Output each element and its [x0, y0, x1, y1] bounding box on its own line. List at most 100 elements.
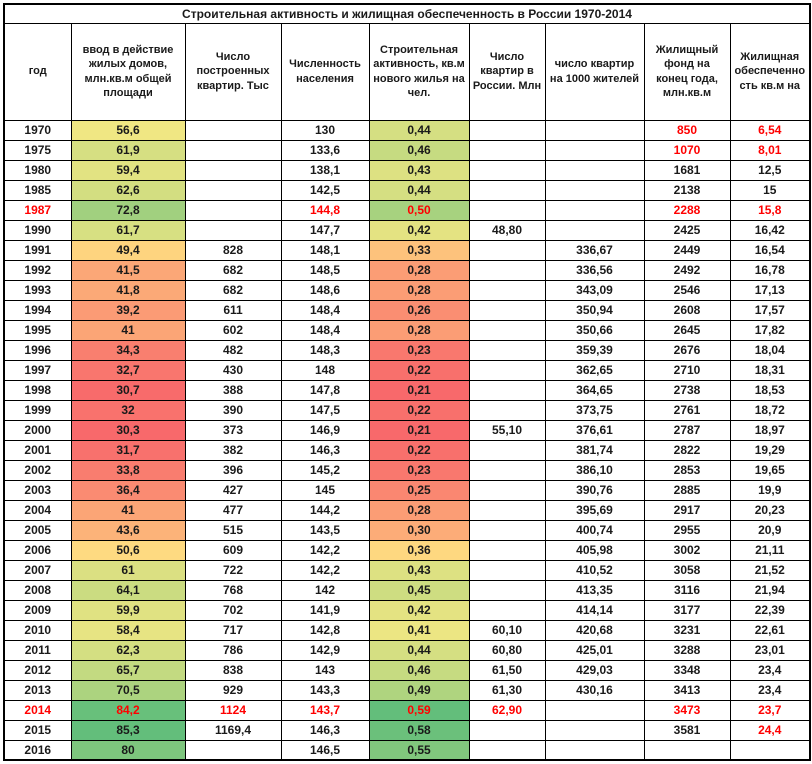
header-row: год ввод в действие жилых домов, млн.кв.м… — [3, 22, 811, 121]
year-cell: 2005 — [3, 519, 72, 541]
year-cell: 2008 — [3, 579, 72, 601]
data-cell: 39,2 — [70, 299, 186, 321]
data-cell: 43,6 — [70, 519, 186, 541]
data-cell: 16,54 — [729, 239, 811, 261]
year-cell: 1975 — [3, 139, 72, 161]
data-cell: 390 — [184, 399, 282, 421]
data-cell: 18,04 — [729, 339, 811, 361]
table-body: 1970 56,6 130 0,44 850 6,54 1975 61,9 133,6 0,46 1… — [3, 119, 811, 761]
data-cell: 2885 — [643, 479, 731, 501]
data-cell — [544, 739, 645, 761]
data-cell — [468, 399, 546, 421]
data-cell: 142,2 — [280, 539, 370, 561]
data-cell: 30,7 — [70, 379, 186, 401]
data-cell: 143 — [280, 659, 370, 681]
data-cell: 425,01 — [544, 639, 645, 661]
data-cell: 146,5 — [280, 739, 370, 761]
data-cell — [184, 179, 282, 201]
data-cell: 15 — [729, 179, 811, 201]
data-cell: 41,8 — [70, 279, 186, 301]
data-cell: 130 — [280, 119, 370, 141]
table-row: 1991 49,4 828 148,1 0,33 336,67 2449 16,54 — [3, 239, 811, 261]
data-cell: 142,2 — [280, 559, 370, 581]
data-cell: 32 — [70, 399, 186, 421]
data-cell — [468, 559, 546, 581]
data-cell: 3348 — [643, 659, 731, 681]
table-row: 2000 30,3 373 146,9 0,21 55,10 376,61 2787 18,97 — [3, 419, 811, 441]
data-cell: 61,50 — [468, 659, 546, 681]
data-cell: 59,9 — [70, 599, 186, 621]
year-cell: 1993 — [3, 279, 72, 301]
table-row: 1997 32,7 430 148 0,22 362,65 2710 18,31 — [3, 359, 811, 381]
data-cell: 400,74 — [544, 519, 645, 541]
data-cell — [468, 259, 546, 281]
data-cell: 16,78 — [729, 259, 811, 281]
data-cell: 61,9 — [70, 139, 186, 161]
table-row: 1998 30,7 388 147,8 0,21 364,65 2738 18,53 — [3, 379, 811, 401]
data-cell: 145,2 — [280, 459, 370, 481]
data-cell: 396 — [184, 459, 282, 481]
title-row: Строительная активность и жилищная обесп… — [3, 3, 811, 24]
data-cell: 336,67 — [544, 239, 645, 261]
data-cell: 146,3 — [280, 439, 370, 461]
data-cell: 18,72 — [729, 399, 811, 421]
data-cell: 2676 — [643, 339, 731, 361]
year-cell: 2011 — [3, 639, 72, 661]
data-cell: 142,9 — [280, 639, 370, 661]
data-cell: 0,43 — [368, 159, 470, 181]
data-cell: 0,44 — [368, 179, 470, 201]
data-cell: 0,21 — [368, 419, 470, 441]
data-cell: 62,3 — [70, 639, 186, 661]
data-cell: 61,30 — [468, 679, 546, 701]
data-cell: 364,65 — [544, 379, 645, 401]
data-cell: 0,22 — [368, 439, 470, 461]
column-header-8: Жилищная обеспеченность кв.м на — [729, 22, 811, 121]
data-cell: 142 — [280, 579, 370, 601]
table-row: 1999 32 390 147,5 0,22 373,75 2761 18,72 — [3, 399, 811, 421]
data-cell: 148,5 — [280, 259, 370, 281]
data-cell: 602 — [184, 319, 282, 341]
column-header-3: Численность населения — [280, 22, 370, 121]
data-cell: 143,5 — [280, 519, 370, 541]
year-cell: 1970 — [3, 119, 72, 141]
data-cell: 0,23 — [368, 459, 470, 481]
data-cell: 3177 — [643, 599, 731, 621]
table-row: 2006 50,6 609 142,2 0,36 405,98 3002 21,11 — [3, 539, 811, 561]
data-cell — [544, 139, 645, 161]
data-cell: 395,69 — [544, 499, 645, 521]
data-cell: 381,74 — [544, 439, 645, 461]
data-cell: 336,56 — [544, 259, 645, 281]
data-cell: 56,6 — [70, 119, 186, 141]
data-cell — [468, 239, 546, 261]
data-cell: 386,10 — [544, 459, 645, 481]
data-cell: 373 — [184, 419, 282, 441]
data-cell: 147,5 — [280, 399, 370, 421]
data-cell: 19,29 — [729, 439, 811, 461]
data-cell: 0,23 — [368, 339, 470, 361]
data-cell: 2608 — [643, 299, 731, 321]
data-cell: 148,4 — [280, 299, 370, 321]
table-row: 2003 36,4 427 145 0,25 390,76 2885 19,9 — [3, 479, 811, 501]
data-cell: 148,6 — [280, 279, 370, 301]
year-cell: 2015 — [3, 719, 72, 741]
data-cell: 18,97 — [729, 419, 811, 441]
data-cell: 85,3 — [70, 719, 186, 741]
data-cell: 2787 — [643, 419, 731, 441]
data-cell: 61,7 — [70, 219, 186, 241]
table-row: 2007 61 722 142,2 0,43 410,52 3058 21,52 — [3, 559, 811, 581]
data-cell — [468, 519, 546, 541]
data-cell: 62,6 — [70, 179, 186, 201]
data-cell: 60,10 — [468, 619, 546, 641]
data-cell: 682 — [184, 279, 282, 301]
data-cell: 2449 — [643, 239, 731, 261]
data-cell — [184, 159, 282, 181]
data-cell: 2546 — [643, 279, 731, 301]
data-cell: 2822 — [643, 439, 731, 461]
data-cell: 359,39 — [544, 339, 645, 361]
data-cell — [468, 719, 546, 741]
data-table: Строительная активность и жилищная обесп… — [3, 3, 811, 761]
data-cell: 17,57 — [729, 299, 811, 321]
data-cell: 430 — [184, 359, 282, 381]
data-cell: 36,4 — [70, 479, 186, 501]
data-cell: 41 — [70, 499, 186, 521]
